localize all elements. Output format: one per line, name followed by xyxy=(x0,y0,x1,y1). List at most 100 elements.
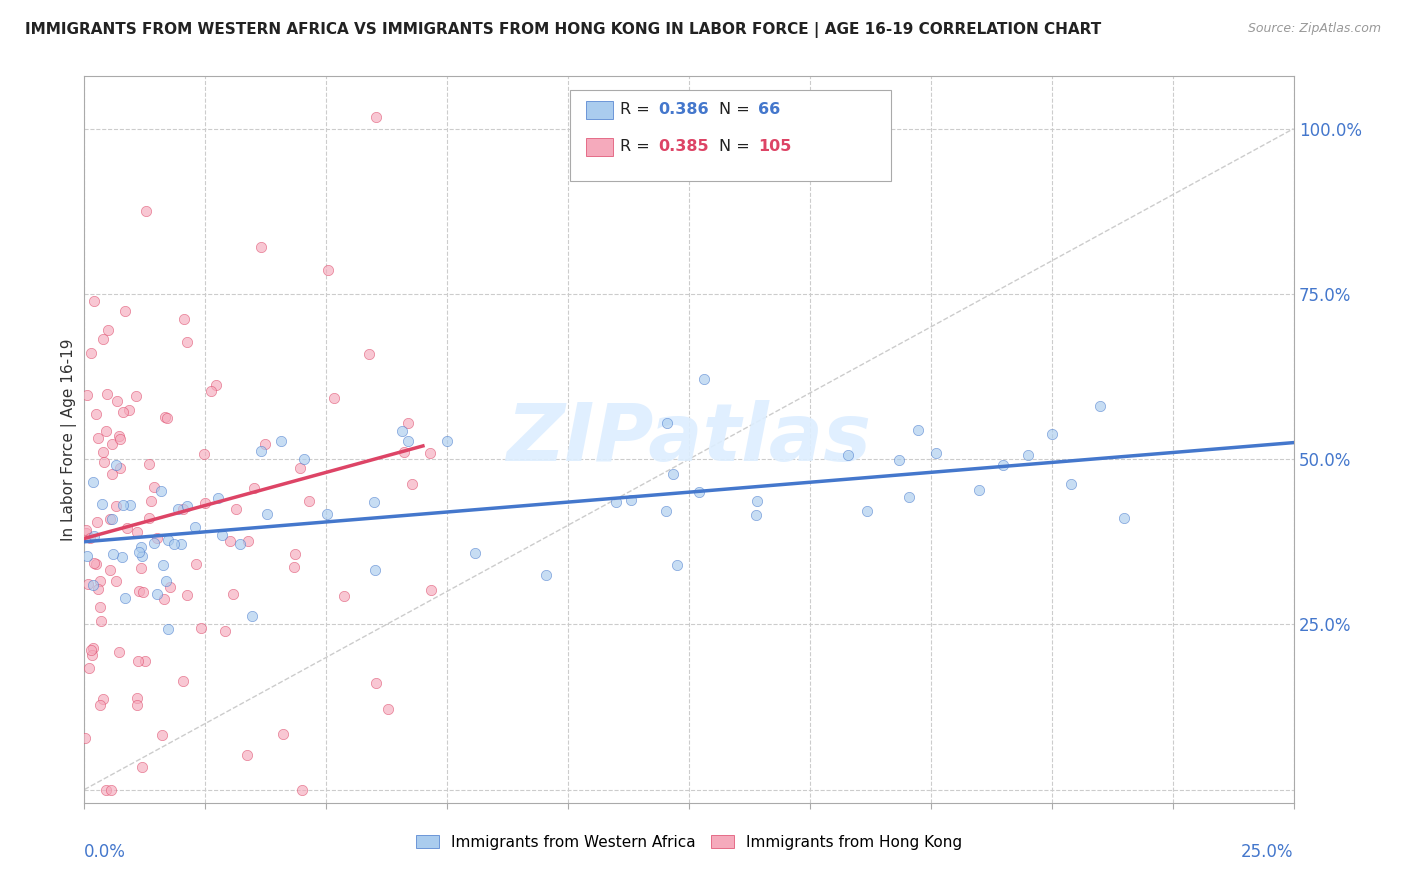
Point xyxy=(364,676,387,690)
Point xyxy=(145,532,167,546)
Point xyxy=(186,557,208,571)
Point xyxy=(90,614,112,628)
Point xyxy=(101,437,124,451)
Point xyxy=(190,621,212,635)
Point xyxy=(108,461,131,475)
Point xyxy=(1114,510,1136,524)
Point xyxy=(131,549,153,563)
Point xyxy=(747,493,769,508)
Point xyxy=(238,533,260,548)
Point xyxy=(146,587,169,601)
Point xyxy=(76,388,98,402)
Point xyxy=(128,545,150,559)
Point xyxy=(129,560,152,574)
Point xyxy=(125,525,148,540)
Point xyxy=(77,577,100,591)
Text: 105: 105 xyxy=(758,139,792,153)
Point xyxy=(323,391,346,405)
Point xyxy=(112,498,135,512)
Point xyxy=(96,782,118,797)
Point xyxy=(100,782,122,797)
Point xyxy=(855,504,877,518)
Point xyxy=(662,467,685,481)
Point xyxy=(150,728,173,742)
Point xyxy=(111,405,134,419)
Point xyxy=(240,609,263,624)
Point xyxy=(98,512,121,526)
Point xyxy=(108,429,131,443)
Bar xyxy=(586,137,613,156)
Point xyxy=(89,698,111,712)
Point xyxy=(364,563,387,577)
Point xyxy=(118,402,141,417)
Point xyxy=(745,508,768,522)
Point xyxy=(87,431,110,445)
Point xyxy=(91,333,114,347)
Point xyxy=(204,378,226,392)
Point xyxy=(91,445,114,459)
Point xyxy=(688,485,710,500)
Point xyxy=(1088,399,1111,413)
Point xyxy=(129,540,152,554)
Text: 66: 66 xyxy=(758,103,780,118)
Point xyxy=(357,347,380,361)
Point xyxy=(83,529,105,543)
Point xyxy=(898,490,921,504)
Point xyxy=(363,494,385,508)
Point xyxy=(103,547,125,561)
Point xyxy=(270,434,292,449)
Bar xyxy=(586,102,613,120)
Point xyxy=(142,480,165,494)
Point xyxy=(993,458,1015,473)
Text: N =: N = xyxy=(720,103,755,118)
Point xyxy=(184,520,207,534)
Point xyxy=(105,394,128,409)
Point xyxy=(436,434,458,448)
Point xyxy=(176,499,198,513)
Text: Source: ZipAtlas.com: Source: ZipAtlas.com xyxy=(1247,22,1381,36)
Point xyxy=(84,557,107,571)
Point xyxy=(207,491,229,506)
Point xyxy=(176,335,198,350)
Point xyxy=(284,547,307,561)
Point xyxy=(316,263,339,277)
Point xyxy=(87,582,110,597)
Point xyxy=(967,483,990,497)
Text: 25.0%: 25.0% xyxy=(1241,843,1294,861)
Point xyxy=(377,701,399,715)
Point xyxy=(79,532,101,546)
Point xyxy=(132,585,155,599)
Point xyxy=(97,323,120,337)
Point xyxy=(907,423,929,437)
Point xyxy=(138,457,160,471)
Point xyxy=(243,481,266,495)
FancyBboxPatch shape xyxy=(571,90,891,181)
Point xyxy=(82,641,104,656)
Point xyxy=(176,588,198,602)
Point xyxy=(80,643,103,657)
Point xyxy=(1017,448,1039,462)
Point xyxy=(288,461,311,475)
Point xyxy=(692,372,714,386)
Point xyxy=(333,589,356,603)
Point xyxy=(391,424,413,438)
Point xyxy=(167,502,190,516)
Point xyxy=(172,673,194,688)
Point xyxy=(90,497,112,511)
Point xyxy=(80,345,103,359)
Point xyxy=(152,591,174,606)
Point xyxy=(114,303,136,318)
Point xyxy=(110,433,132,447)
Point xyxy=(283,560,305,574)
Point xyxy=(77,661,100,675)
Point xyxy=(83,556,105,570)
Point xyxy=(96,387,118,401)
Point xyxy=(193,447,215,461)
Point xyxy=(657,416,679,430)
Point xyxy=(394,445,416,459)
Point xyxy=(86,407,108,421)
Point xyxy=(131,759,153,773)
Point xyxy=(98,563,121,577)
Point xyxy=(83,294,105,309)
Point xyxy=(419,583,441,598)
